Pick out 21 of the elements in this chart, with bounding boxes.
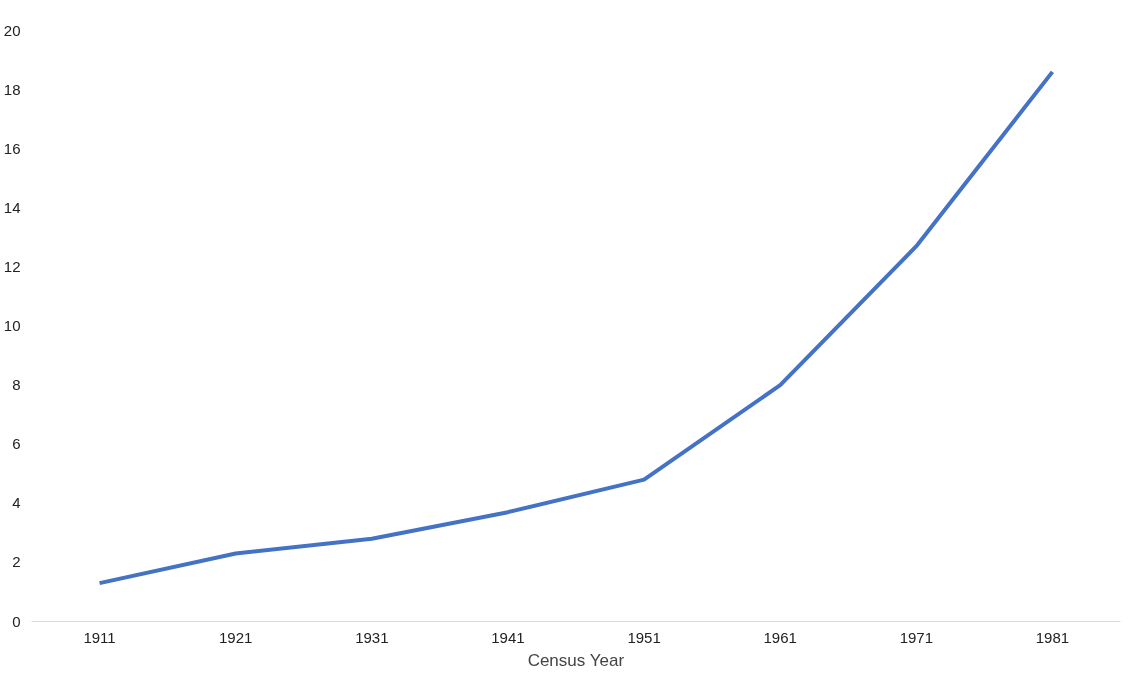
x-tick-label: 1951 <box>627 628 661 646</box>
x-tick-label: 1931 <box>355 628 389 646</box>
x-tick-label: 1941 <box>491 628 525 646</box>
y-tick-label: 14 <box>3 198 21 216</box>
y-tick-label: 4 <box>12 494 21 512</box>
y-tick-label: 12 <box>3 257 21 275</box>
y-tick-label: 18 <box>3 80 21 98</box>
line-series <box>97 69 1055 586</box>
y-tick-label: 8 <box>12 376 21 394</box>
y-tick-label: 6 <box>12 435 21 453</box>
y-tick-label: 20 <box>3 21 21 39</box>
y-tick-label: 0 <box>12 612 21 630</box>
x-tick-label: 1961 <box>763 628 797 646</box>
y-tick-label: 2 <box>12 553 21 571</box>
x-axis-title: Census Year <box>527 650 625 670</box>
x-tick-label: 1971 <box>899 628 933 646</box>
x-tick-label: 1911 <box>83 628 116 646</box>
y-tick-label: 10 <box>3 317 21 334</box>
x-tick-label: 1921 <box>219 628 253 646</box>
x-tick-label: 1981 <box>1035 628 1070 646</box>
y-tick-label: 16 <box>3 139 21 157</box>
